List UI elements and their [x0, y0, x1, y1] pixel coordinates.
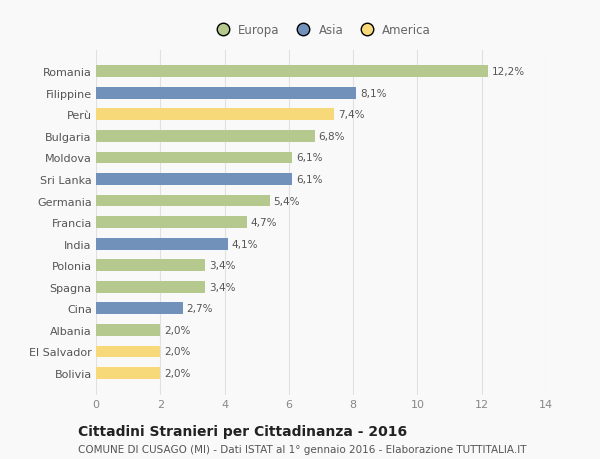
Text: 3,4%: 3,4% — [209, 261, 236, 271]
Text: 6,8%: 6,8% — [319, 132, 345, 141]
Bar — [96, 238, 228, 250]
Legend: Europa, Asia, America: Europa, Asia, America — [209, 22, 433, 39]
Text: Cittadini Stranieri per Cittadinanza - 2016: Cittadini Stranieri per Cittadinanza - 2… — [78, 425, 407, 438]
Text: 2,0%: 2,0% — [164, 368, 191, 378]
Bar — [96, 303, 183, 314]
Text: 2,0%: 2,0% — [164, 325, 191, 335]
Bar — [96, 281, 205, 293]
Text: 8,1%: 8,1% — [360, 89, 387, 99]
Bar — [96, 174, 292, 185]
Text: 12,2%: 12,2% — [492, 67, 525, 77]
Bar — [96, 260, 205, 272]
Text: 2,0%: 2,0% — [164, 347, 191, 357]
Text: 4,1%: 4,1% — [232, 239, 258, 249]
Bar — [96, 66, 488, 78]
Text: 6,1%: 6,1% — [296, 174, 322, 185]
Text: 2,7%: 2,7% — [187, 304, 213, 313]
Bar — [96, 88, 356, 100]
Bar — [96, 195, 269, 207]
Text: 6,1%: 6,1% — [296, 153, 322, 163]
Bar — [96, 367, 160, 379]
Bar — [96, 217, 247, 229]
Text: 5,4%: 5,4% — [274, 196, 300, 206]
Bar — [96, 324, 160, 336]
Bar — [96, 152, 292, 164]
Text: 3,4%: 3,4% — [209, 282, 236, 292]
Text: 7,4%: 7,4% — [338, 110, 364, 120]
Text: COMUNE DI CUSAGO (MI) - Dati ISTAT al 1° gennaio 2016 - Elaborazione TUTTITALIA.: COMUNE DI CUSAGO (MI) - Dati ISTAT al 1°… — [78, 444, 527, 454]
Text: 4,7%: 4,7% — [251, 218, 277, 228]
Bar — [96, 346, 160, 358]
Bar — [96, 109, 334, 121]
Bar — [96, 131, 314, 142]
